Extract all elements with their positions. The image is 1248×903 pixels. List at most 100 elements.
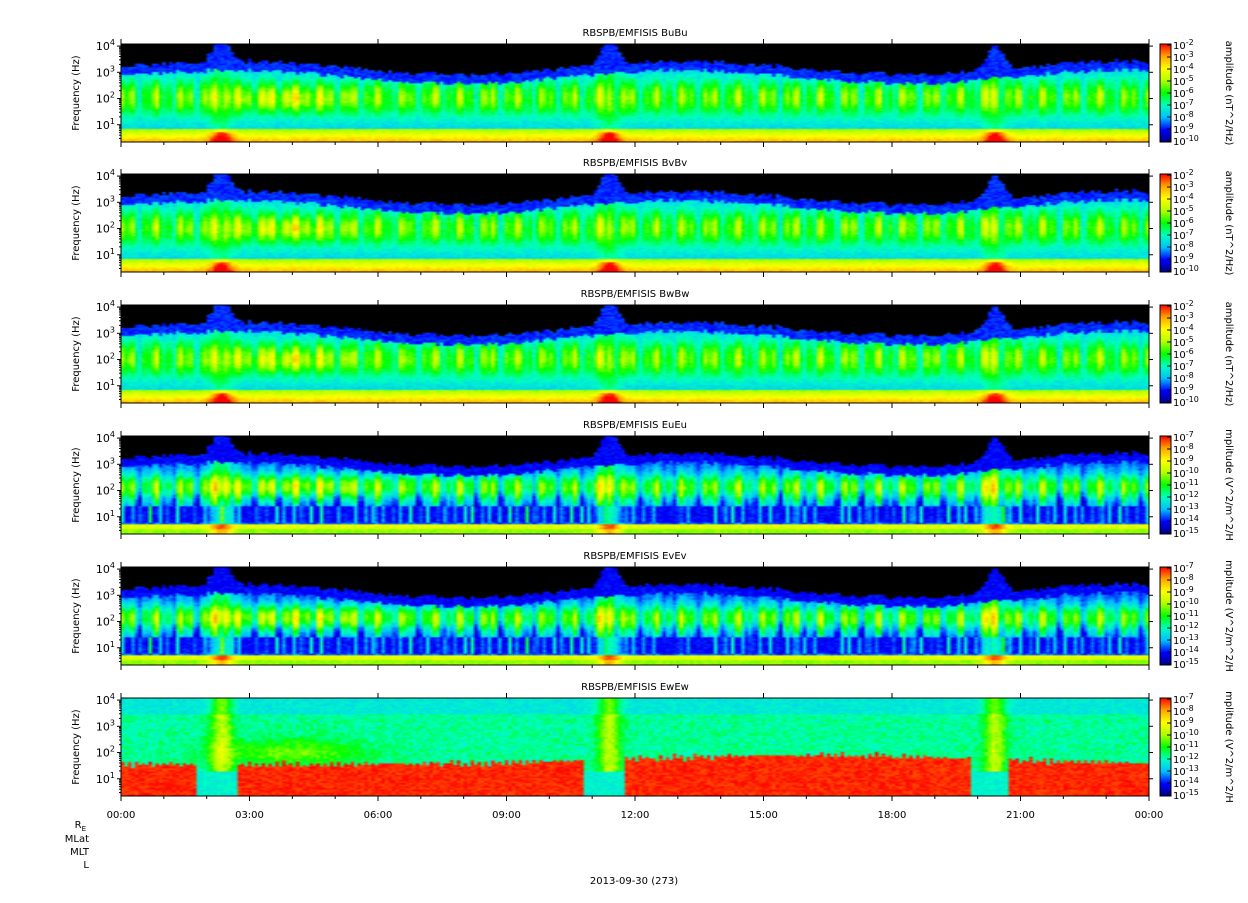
y-tick-label: 102 xyxy=(96,352,115,367)
colorbar-tick-label: 10-7 xyxy=(1173,98,1194,112)
y-tick-label: 104 xyxy=(96,168,115,183)
y-axis-label: Frequency (Hz) xyxy=(71,185,82,261)
colorbar-tick-label: 10-7 xyxy=(1173,561,1194,575)
colorbar-tick-label: 10-14 xyxy=(1173,514,1199,528)
colorbar-tick-label: 10-7 xyxy=(1173,692,1194,706)
colorbar-tick-label: 10-9 xyxy=(1173,252,1194,266)
time-axis: 00:00 03:00 06:00 09:00 12:00 15:00 18:00 21:00… xyxy=(65,810,1164,887)
colorbar-tick-label: 10-15 xyxy=(1173,788,1199,802)
colorbar-tick-label: 10-11 xyxy=(1173,609,1199,623)
panel-title: RBSPB/EMFISIS EwEw xyxy=(581,682,689,693)
spectrogram-image xyxy=(121,436,1149,534)
y-axis-label: Frequency (Hz) xyxy=(71,55,82,131)
y-tick-label: 104 xyxy=(96,299,115,314)
y-tick-label: 103 xyxy=(96,456,115,471)
colorbar-tick-label: 10-14 xyxy=(1173,645,1199,659)
colorbar-tick-label: 10-8 xyxy=(1173,442,1194,456)
colorbar-tick-label: 10-6 xyxy=(1173,86,1194,100)
colorbar-tick-label: 10-3 xyxy=(1173,180,1194,194)
colorbar-tick-label: 10-11 xyxy=(1173,740,1199,754)
colorbar-tick-label: 10-8 xyxy=(1173,110,1194,124)
ephemeris-label-l: L xyxy=(83,860,89,871)
colorbar-tick-label: 10-12 xyxy=(1173,490,1199,504)
y-tick-label: 102 xyxy=(96,91,115,106)
y-tick-label: 104 xyxy=(96,561,115,576)
y-axis-label: Frequency (Hz) xyxy=(71,316,82,392)
panel-title: RBSPB/EMFISIS BwBw xyxy=(581,289,690,300)
spectrogram-image xyxy=(121,44,1149,142)
date-label: 2013-09-30 (273) xyxy=(590,876,678,887)
colorbar-tick-label: 10-4 xyxy=(1173,323,1194,337)
y-tick-label: 104 xyxy=(96,692,115,707)
colorbar-tick-label: 10-4 xyxy=(1173,62,1194,76)
y-axis-label: Frequency (Hz) xyxy=(71,578,82,654)
colorbar-tick-label: 10-3 xyxy=(1173,50,1194,64)
x-tick-label: 15:00 xyxy=(749,810,778,821)
ephemeris-label-mlat: MLat xyxy=(65,834,89,845)
panel-6: RBSPB/EMFISIS EwEw Frequency (Hz) 101 102 10… xyxy=(71,682,1234,803)
colorbar-tick-label: 10-14 xyxy=(1173,776,1199,790)
y-tick-label: 102 xyxy=(96,614,115,629)
colorbar-tick-label: 10-13 xyxy=(1173,502,1199,516)
y-tick-label: 101 xyxy=(96,117,115,132)
colorbar-tick-label: 10-7 xyxy=(1173,228,1194,242)
colorbar-tick-label: 10-8 xyxy=(1173,371,1194,385)
x-tick-label: 06:00 xyxy=(364,810,393,821)
colorbar-label: amplitude (nT^2/Hz) xyxy=(1223,171,1234,276)
panel-4: RBSPB/EMFISIS EuEu Frequency (Hz) 101 102 10… xyxy=(71,420,1234,541)
colorbar-tick-label: 10-13 xyxy=(1173,764,1199,778)
colorbar-tick-label: 10-9 xyxy=(1173,454,1194,468)
colorbar-label: amplitude (nT^2/Hz) xyxy=(1223,302,1234,407)
ephemeris-label-re: RE xyxy=(75,820,86,833)
y-tick-label: 103 xyxy=(96,587,115,602)
colorbar-tick-label: 10-12 xyxy=(1173,621,1199,635)
x-tick-label: 03:00 xyxy=(235,810,264,821)
colorbar-tick-label: 10-10 xyxy=(1173,134,1199,148)
panel-title: RBSPB/EMFISIS EuEu xyxy=(583,420,687,431)
panel-title: RBSPB/EMFISIS BuBu xyxy=(582,28,687,39)
colorbar-tick-label: 10-15 xyxy=(1173,526,1199,540)
ephemeris-label-mlt: MLT xyxy=(70,847,90,858)
colorbar-label: mplitude (V^2/m^2/H xyxy=(1223,691,1234,803)
colorbar-tick-label: 10-10 xyxy=(1173,264,1199,278)
colorbar-tick-label: 10-9 xyxy=(1173,383,1194,397)
colorbar-tick-label: 10-8 xyxy=(1173,704,1194,718)
panel-title: RBSPB/EMFISIS EvEv xyxy=(583,551,686,562)
colorbar-tick-label: 10-9 xyxy=(1173,585,1194,599)
colorbar-tick-label: 10-7 xyxy=(1173,430,1194,444)
colorbar-tick-label: 10-2 xyxy=(1173,299,1194,313)
colorbar-tick-label: 10-5 xyxy=(1173,335,1194,349)
colorbar-tick-label: 10-15 xyxy=(1173,657,1199,671)
y-tick-label: 101 xyxy=(96,771,115,786)
x-tick-label: 21:00 xyxy=(1006,810,1035,821)
y-tick-label: 103 xyxy=(96,194,115,209)
colorbar-tick-label: 10-8 xyxy=(1173,240,1194,254)
y-tick-label: 104 xyxy=(96,430,115,445)
y-tick-label: 101 xyxy=(96,640,115,655)
y-tick-label: 101 xyxy=(96,378,115,393)
panel-1: RBSPB/EMFISIS BuBu Frequency (Hz) 101 102 10… xyxy=(71,28,1234,148)
colorbar-tick-label: 10-5 xyxy=(1173,74,1194,88)
colorbar-tick-label: 10-2 xyxy=(1173,168,1194,182)
colorbar-tick-label: 10-9 xyxy=(1173,716,1194,730)
colorbar-tick-label: 10-11 xyxy=(1173,478,1199,492)
colorbar-tick-label: 10-12 xyxy=(1173,752,1199,766)
y-tick-label: 101 xyxy=(96,247,115,262)
y-tick-label: 102 xyxy=(96,483,115,498)
panel-3: RBSPB/EMFISIS BwBw Frequency (Hz) 101 102 10… xyxy=(71,289,1234,409)
spectrogram-image xyxy=(121,698,1149,796)
x-tick-label: 00:00 xyxy=(107,810,136,821)
colorbar-tick-label: 10-7 xyxy=(1173,359,1194,373)
colorbar-tick-label: 10-6 xyxy=(1173,216,1194,230)
colorbar-tick-label: 10-6 xyxy=(1173,347,1194,361)
colorbar-tick-label: 10-2 xyxy=(1173,38,1194,52)
y-tick-label: 103 xyxy=(96,64,115,79)
colorbar-tick-label: 10-5 xyxy=(1173,204,1194,218)
y-tick-label: 103 xyxy=(96,718,115,733)
colorbar-tick-label: 10-9 xyxy=(1173,122,1194,136)
y-tick-label: 103 xyxy=(96,325,115,340)
y-tick-label: 102 xyxy=(96,745,115,760)
colorbar-label: amplitude (nT^2/Hz) xyxy=(1223,41,1234,146)
colorbar-tick-label: 10-10 xyxy=(1173,728,1199,742)
